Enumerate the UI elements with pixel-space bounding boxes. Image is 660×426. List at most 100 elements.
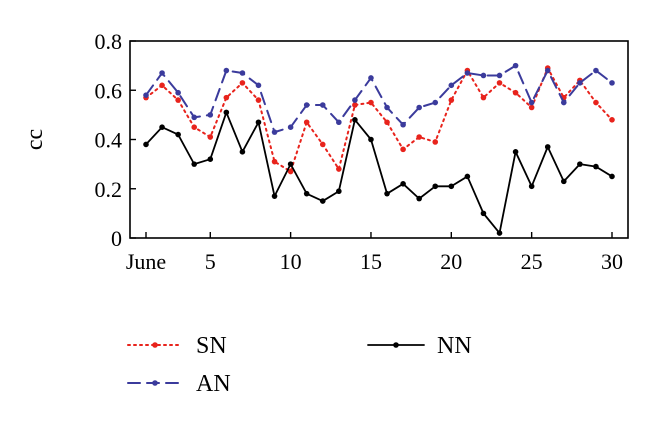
data-point xyxy=(593,163,599,170)
series-line-nn xyxy=(145,111,613,234)
data-point xyxy=(175,89,181,96)
data-point xyxy=(464,173,471,180)
data-point xyxy=(303,102,310,108)
data-point xyxy=(239,80,246,86)
data-point xyxy=(368,75,374,81)
x-tick-label: 10 xyxy=(280,249,302,274)
y-tick-label: 0.8 xyxy=(95,29,123,54)
series-nn xyxy=(143,109,615,236)
data-point xyxy=(432,139,439,145)
data-point xyxy=(143,141,149,148)
data-point xyxy=(239,149,246,155)
data-point xyxy=(416,104,422,111)
data-point xyxy=(207,112,214,118)
data-point xyxy=(271,129,278,135)
data-point xyxy=(384,104,390,111)
data-point xyxy=(287,124,294,130)
y-tick-label: 0.6 xyxy=(95,78,123,103)
data-point xyxy=(448,82,455,89)
data-point xyxy=(223,67,230,74)
data-point xyxy=(319,198,326,204)
data-point xyxy=(287,161,294,167)
data-point xyxy=(271,158,278,165)
data-point xyxy=(528,99,535,106)
y-tick-label: 0 xyxy=(111,226,122,251)
legend-marker xyxy=(393,342,399,348)
data-point xyxy=(400,181,406,187)
data-point xyxy=(223,94,230,101)
data-point xyxy=(159,124,165,130)
data-point xyxy=(319,141,326,148)
data-point xyxy=(255,97,262,103)
data-point xyxy=(336,166,342,172)
data-point xyxy=(191,161,198,167)
data-point xyxy=(384,119,390,126)
legend-marker xyxy=(152,342,158,348)
series-line-an xyxy=(145,64,613,134)
x-tick-label: June xyxy=(126,249,166,274)
data-point xyxy=(191,124,198,130)
x-tick-label: 25 xyxy=(521,249,543,274)
legend-marker xyxy=(152,380,158,386)
data-point xyxy=(175,97,181,103)
data-point xyxy=(352,97,358,103)
data-point xyxy=(239,70,246,76)
data-point xyxy=(432,99,439,106)
data-point xyxy=(480,94,487,101)
series-layer xyxy=(143,62,615,236)
data-point xyxy=(528,104,535,111)
data-point xyxy=(271,193,278,199)
data-point xyxy=(303,119,310,126)
data-point xyxy=(336,119,342,126)
data-point xyxy=(577,161,583,167)
data-point xyxy=(400,146,406,153)
data-point xyxy=(255,82,262,89)
data-point xyxy=(368,136,374,143)
legend-item-sn: SN xyxy=(127,333,227,359)
data-point xyxy=(207,156,214,162)
legend-label: NN xyxy=(437,333,472,359)
data-point xyxy=(352,117,358,123)
legend-label: AN xyxy=(196,371,231,397)
y-tick-label: 0.4 xyxy=(95,128,123,153)
y-tick-label: 0.2 xyxy=(95,177,123,202)
data-point xyxy=(609,173,615,180)
data-point xyxy=(255,119,262,126)
data-point xyxy=(432,183,439,190)
data-point xyxy=(496,72,503,79)
x-tick-label: 5 xyxy=(205,249,216,274)
data-point xyxy=(448,97,455,103)
data-point xyxy=(544,144,551,150)
data-point xyxy=(416,195,422,202)
y-axis-title: cc xyxy=(22,129,48,150)
series-line-sn xyxy=(145,67,613,173)
data-point xyxy=(159,82,165,89)
data-point xyxy=(143,92,149,98)
data-point xyxy=(560,99,567,106)
plot-frame xyxy=(129,40,629,239)
data-point xyxy=(512,62,519,69)
legend-item-nn: NN xyxy=(367,333,472,359)
legend-label: SN xyxy=(196,333,227,359)
data-point xyxy=(528,183,535,190)
x-tick-label: 20 xyxy=(440,249,462,274)
data-point xyxy=(560,178,567,185)
data-point xyxy=(496,230,503,236)
data-point xyxy=(400,121,406,128)
data-point xyxy=(303,190,310,197)
legend: SN AN NN xyxy=(127,333,472,397)
data-point xyxy=(191,114,198,121)
data-point xyxy=(480,210,487,217)
data-point xyxy=(336,188,342,195)
series-sn xyxy=(143,65,615,175)
data-point xyxy=(384,190,390,197)
data-point xyxy=(609,117,615,123)
data-point xyxy=(512,89,519,96)
data-point xyxy=(368,99,374,106)
data-point xyxy=(287,168,294,175)
series-an xyxy=(143,62,615,135)
axes: 0 0.2 0.4 0.6 0.8 June 5 10 15 20 25 30 cc xyxy=(22,29,629,274)
data-point xyxy=(480,72,487,79)
data-point xyxy=(593,99,599,106)
